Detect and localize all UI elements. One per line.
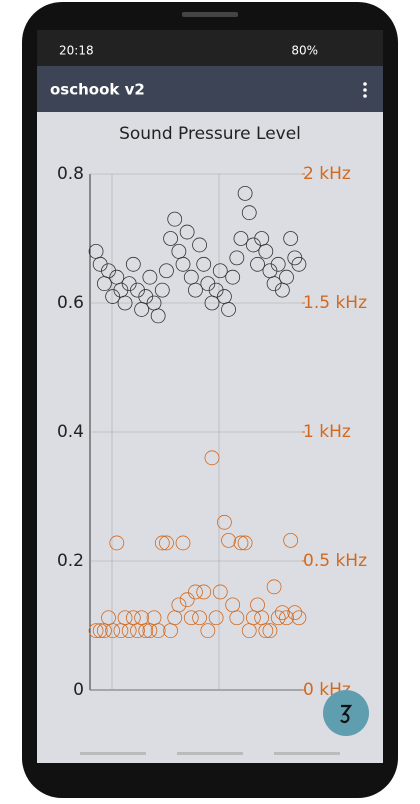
data-point bbox=[192, 237, 207, 253]
y2-tick-label: 0.5 kHz bbox=[303, 551, 367, 571]
data-point bbox=[192, 610, 207, 626]
data-point bbox=[229, 610, 245, 626]
data-point bbox=[266, 579, 282, 595]
data-point bbox=[212, 584, 228, 600]
data-point bbox=[217, 514, 232, 530]
y2-tick-label: 1 kHz bbox=[303, 422, 351, 442]
data-point bbox=[125, 256, 141, 272]
data-point bbox=[159, 535, 174, 551]
data-point bbox=[121, 276, 137, 292]
data-point bbox=[138, 289, 154, 304]
data-point bbox=[291, 610, 307, 626]
data-point bbox=[175, 256, 191, 272]
data-point bbox=[221, 532, 236, 548]
data-point bbox=[167, 211, 183, 227]
data-point bbox=[188, 584, 203, 600]
data-point bbox=[287, 605, 303, 620]
status-bar bbox=[37, 30, 383, 66]
data-point bbox=[291, 256, 307, 272]
app-title: oschook v2 bbox=[50, 81, 145, 99]
y-tick-label: 0 bbox=[73, 680, 84, 700]
data-point bbox=[171, 597, 187, 613]
data-point bbox=[283, 231, 299, 246]
speaker bbox=[182, 12, 238, 17]
data-point bbox=[188, 282, 203, 298]
data-point bbox=[233, 535, 249, 551]
data-point bbox=[279, 610, 294, 626]
data-point bbox=[138, 623, 154, 639]
data-point bbox=[101, 263, 116, 279]
nav-bar bbox=[177, 752, 243, 755]
data-point bbox=[283, 532, 299, 548]
data-point bbox=[229, 250, 245, 266]
data-point bbox=[274, 605, 290, 620]
data-point bbox=[130, 282, 145, 298]
data-point bbox=[200, 623, 216, 639]
screen bbox=[37, 30, 383, 763]
data-point bbox=[270, 610, 286, 626]
nav-bar bbox=[80, 752, 146, 755]
data-point bbox=[105, 289, 121, 304]
data-point bbox=[175, 535, 191, 551]
data-point bbox=[179, 592, 195, 608]
data-point bbox=[183, 610, 199, 626]
data-point bbox=[225, 269, 241, 285]
menu-button[interactable] bbox=[363, 82, 367, 98]
y2-tick-label: 2 kHz bbox=[303, 164, 351, 184]
data-point bbox=[92, 256, 108, 272]
data-point bbox=[196, 584, 212, 600]
data-point bbox=[212, 263, 228, 279]
data-point bbox=[258, 623, 274, 639]
data-point bbox=[163, 231, 178, 246]
data-point bbox=[270, 256, 286, 272]
data-point bbox=[109, 535, 125, 551]
data-point bbox=[88, 623, 104, 639]
data-point bbox=[208, 282, 224, 298]
data-point bbox=[245, 237, 261, 253]
y-tick-label: 0.4 bbox=[57, 422, 84, 442]
data-point bbox=[179, 224, 195, 240]
refresh-icon bbox=[340, 704, 353, 724]
data-point bbox=[237, 185, 253, 201]
data-point bbox=[233, 231, 249, 246]
data-point bbox=[200, 276, 216, 292]
data-point bbox=[92, 623, 108, 639]
y2-tick-label: 1.5 kHz bbox=[303, 293, 367, 313]
data-point bbox=[150, 623, 166, 639]
data-point bbox=[208, 610, 224, 626]
y-tick-label: 0.2 bbox=[57, 551, 84, 571]
data-point bbox=[258, 243, 274, 259]
chart-title: Sound Pressure Level bbox=[119, 124, 301, 144]
data-point bbox=[117, 295, 133, 311]
data-point bbox=[204, 450, 220, 466]
data-point bbox=[150, 308, 166, 324]
data-point bbox=[196, 256, 212, 272]
y-tick-label: 0.8 bbox=[57, 164, 84, 184]
nav-bar bbox=[274, 752, 340, 755]
data-point bbox=[154, 282, 170, 298]
data-point bbox=[237, 535, 253, 551]
data-point bbox=[279, 269, 294, 285]
status-battery: 80% bbox=[291, 44, 318, 58]
data-point bbox=[250, 256, 265, 272]
y-tick-label: 0.6 bbox=[57, 293, 84, 313]
data-point bbox=[241, 205, 257, 221]
status-time: 20:18 bbox=[59, 44, 94, 58]
data-point bbox=[221, 302, 236, 317]
data-point bbox=[105, 623, 121, 639]
data-point bbox=[266, 276, 282, 292]
data-point bbox=[142, 269, 158, 285]
app-bar bbox=[37, 66, 383, 112]
data-point bbox=[262, 623, 278, 639]
data-point bbox=[154, 535, 170, 551]
data-point bbox=[159, 263, 174, 279]
